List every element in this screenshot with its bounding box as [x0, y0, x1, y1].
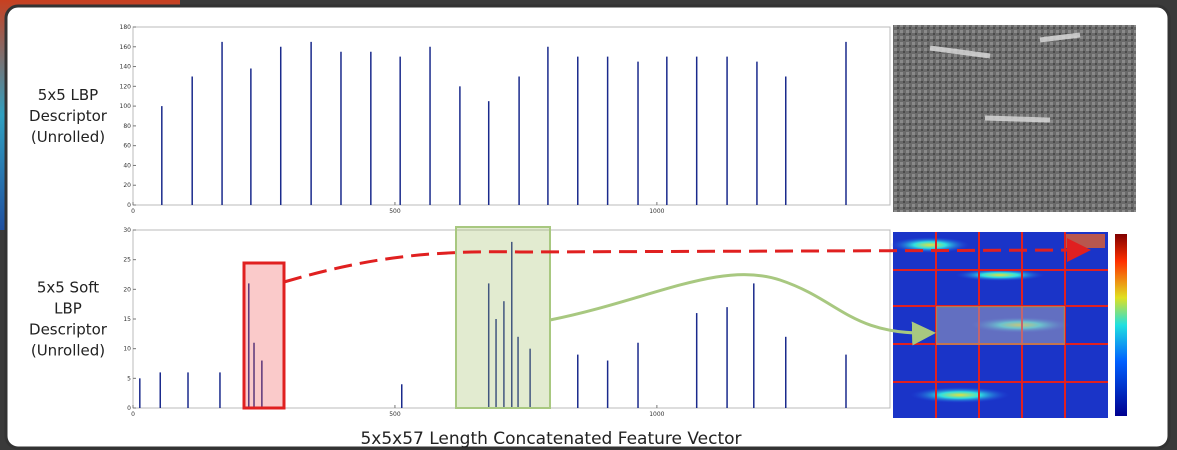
x-tick-label: 0	[131, 411, 135, 418]
y-tick-label: 40	[123, 162, 131, 169]
heatmap	[890, 232, 1127, 418]
x-tick-label: 500	[389, 411, 401, 418]
highlight-green	[455, 226, 551, 409]
x-tick-label: 0	[131, 208, 135, 215]
y-tick-label: 60	[123, 143, 131, 150]
y-tick-label: 15	[123, 316, 131, 323]
highlight-red	[242, 261, 286, 410]
x-tick-label: 1000	[649, 411, 664, 418]
y-label: (Unrolled)	[31, 128, 105, 146]
y-tick-label: 5	[127, 375, 131, 382]
y-tick-label: 120	[120, 83, 132, 90]
y-tick-label: 0	[127, 202, 131, 209]
y-label: (Unrolled)	[31, 342, 105, 360]
y-tick-label: 100	[120, 103, 132, 110]
y-label: 5x5 LBP	[38, 86, 98, 104]
y-tick-label: 20	[123, 182, 131, 189]
y-label: 5x5 Soft	[37, 279, 99, 297]
texture-streaks	[929, 32, 1081, 123]
y-tick-label: 25	[123, 257, 131, 264]
y-label: LBP	[54, 300, 82, 318]
y-tick-label: 140	[120, 64, 132, 71]
y-tick-label: 20	[123, 286, 131, 293]
y-tick-label: 10	[123, 346, 131, 353]
caption: 5x5x57 Length Concatenated Feature Vecto…	[360, 429, 741, 449]
plot-area	[132, 26, 891, 206]
y-tick-label: 180	[120, 24, 132, 31]
y-tick-label: 80	[123, 123, 131, 130]
arrow-red	[283, 238, 1091, 284]
y-tick-label: 30	[123, 227, 131, 234]
y-tick-label: 160	[120, 44, 132, 51]
x-tick-label: 500	[389, 208, 401, 215]
y-label: Descriptor	[29, 321, 108, 339]
x-tick-label: 1000	[649, 208, 664, 215]
y-label: Descriptor	[29, 107, 108, 125]
arrow-green	[549, 273, 936, 346]
y-tick-label: 0	[127, 405, 131, 412]
